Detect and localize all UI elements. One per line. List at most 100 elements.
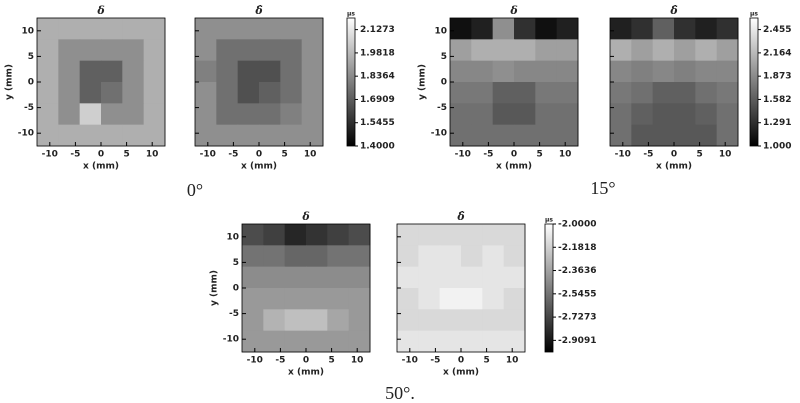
heat-cell [101, 103, 123, 126]
x-tick-label: 10 [304, 150, 317, 160]
heat-cell [122, 18, 145, 40]
heat-cell [439, 266, 462, 289]
heat-cell [280, 103, 303, 126]
heat-cell [58, 39, 81, 62]
heat-cell [461, 266, 483, 289]
heat-cell [397, 224, 419, 246]
caption: 50°. [385, 383, 415, 403]
heat-cell [79, 103, 102, 126]
colorbar [346, 17, 356, 147]
heat-cell [284, 288, 307, 310]
x-tick-label: -5 [430, 356, 440, 366]
heat-cell [450, 124, 472, 147]
caption: 0° [187, 180, 203, 200]
heat-cell [237, 39, 260, 62]
heat-cell [216, 60, 239, 83]
heat-cell [631, 124, 654, 147]
heat-cell [652, 39, 675, 62]
heat-cell [631, 39, 654, 62]
heat-cell [471, 18, 494, 40]
x-tick-label: 0 [458, 356, 464, 366]
x-tick-label: 10 [351, 356, 364, 366]
heat-cell [503, 309, 526, 332]
heat-cell [348, 245, 371, 268]
heat-cell [610, 60, 632, 83]
colorbar-tick-label: 2.1273 [360, 25, 395, 35]
heat-cell [306, 224, 328, 246]
heat-cell [716, 18, 739, 40]
heat-cell [37, 82, 59, 104]
heat-cell [259, 103, 281, 126]
x-tick-label: -5 [643, 150, 653, 160]
x-tick-label: 10 [146, 150, 159, 160]
heat-cell [610, 103, 632, 126]
heat-cell [237, 18, 260, 40]
heat-cell [348, 330, 371, 353]
heat-cell [301, 82, 324, 104]
x-tick-label: 10 [719, 150, 732, 160]
heat-cell [195, 39, 217, 62]
heat-cell [397, 266, 419, 289]
heat-cell [242, 224, 264, 246]
colorbar-tick-label: 1.582 [763, 95, 791, 105]
x-tick-label: -5 [228, 150, 238, 160]
heat-cell [143, 39, 166, 62]
heat-cell [450, 60, 472, 83]
heat-cell [301, 124, 324, 147]
heat-cell [242, 288, 264, 310]
heat-cell [242, 330, 264, 353]
heat-cell [348, 266, 371, 289]
heat-cell [327, 330, 350, 353]
colorbar-tick-label: -2.1818 [558, 243, 596, 253]
heat-cell [58, 103, 81, 126]
heat-cell [79, 18, 102, 40]
heat-cell [397, 288, 419, 310]
x-axis-label: x (mm) [241, 162, 277, 172]
heat-cell [348, 309, 371, 332]
heat-cell [284, 309, 307, 332]
heat-cell [37, 18, 59, 40]
heat-cell [439, 245, 462, 268]
heat-cell [263, 288, 286, 310]
panel-title: δ [509, 4, 517, 17]
colorbar-tick-label: 1.6909 [360, 95, 395, 105]
x-tick-label: -10 [200, 150, 216, 160]
heat-cell [631, 103, 654, 126]
heat-cell [461, 224, 483, 246]
heat-cell [259, 124, 281, 147]
heat-cell [259, 60, 281, 83]
heat-cell [242, 266, 264, 289]
heat-cell [482, 245, 505, 268]
y-axis-label: y (mm) [5, 64, 15, 100]
heat-cell [439, 288, 462, 310]
x-tick-label: -10 [455, 150, 471, 160]
heat-cell [492, 124, 515, 147]
colorbar [749, 17, 759, 147]
heat-cell [482, 288, 505, 310]
heat-cell [514, 103, 536, 126]
heat-cell [242, 309, 264, 332]
heat-cell [482, 224, 505, 246]
heat-cell [37, 103, 59, 126]
colorbar-tick-label: -2.3636 [558, 266, 596, 276]
panel-title: δ̂ [254, 4, 262, 17]
heat-cell [695, 124, 718, 147]
heat-cell [556, 82, 579, 104]
heat-cell [631, 82, 654, 104]
heat-cell [397, 245, 419, 268]
colorbar-tick-label: 1.8364 [360, 72, 395, 82]
heat-cell [556, 18, 579, 40]
x-tick-label: 0 [256, 150, 262, 160]
heat-cell [716, 124, 739, 147]
heat-cell [280, 18, 303, 40]
heat-cell [327, 288, 350, 310]
heat-cell [418, 245, 441, 268]
heat-cell [695, 103, 718, 126]
heat-cell [439, 224, 462, 246]
heat-cell [143, 60, 166, 83]
heat-cell [418, 330, 441, 353]
y-tick-label: -5 [437, 103, 447, 113]
heat-cell [461, 330, 483, 353]
heat-cell [263, 266, 286, 289]
y-axis-label: y (mm) [418, 64, 428, 100]
